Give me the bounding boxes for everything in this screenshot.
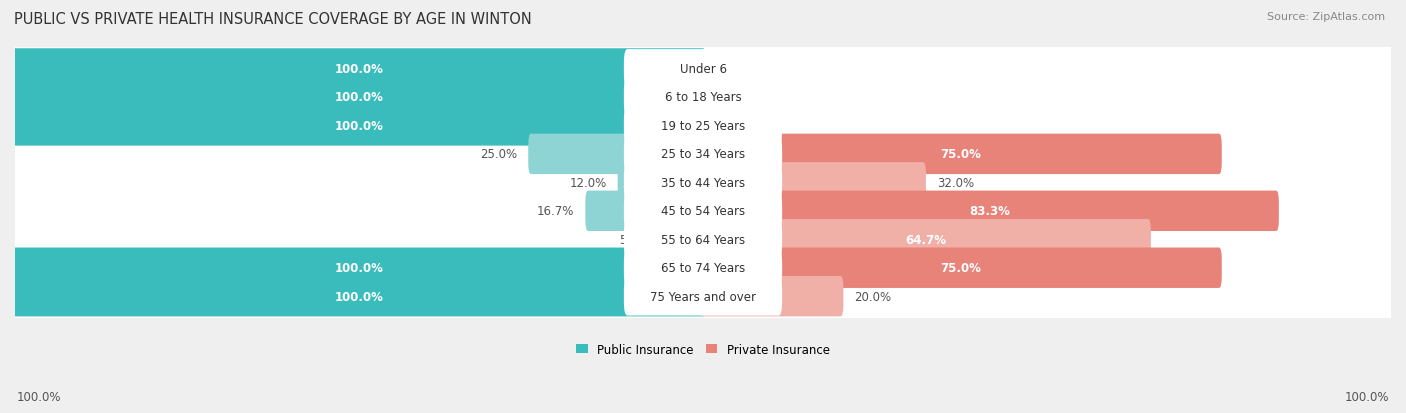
Text: 75.0%: 75.0%: [941, 148, 981, 161]
Text: 64.7%: 64.7%: [905, 233, 946, 246]
FancyBboxPatch shape: [11, 272, 1395, 321]
Text: 100.0%: 100.0%: [335, 63, 384, 76]
FancyBboxPatch shape: [659, 220, 706, 260]
Text: 25 to 34 Years: 25 to 34 Years: [661, 148, 745, 161]
FancyBboxPatch shape: [700, 191, 1279, 231]
Text: 0.0%: 0.0%: [717, 120, 747, 133]
Text: 100.0%: 100.0%: [335, 290, 384, 303]
FancyBboxPatch shape: [11, 158, 1395, 208]
FancyBboxPatch shape: [700, 220, 1152, 260]
FancyBboxPatch shape: [624, 135, 782, 174]
Legend: Public Insurance, Private Insurance: Public Insurance, Private Insurance: [571, 338, 835, 361]
FancyBboxPatch shape: [624, 221, 782, 259]
FancyBboxPatch shape: [13, 276, 706, 317]
FancyBboxPatch shape: [11, 243, 1395, 293]
FancyBboxPatch shape: [700, 163, 927, 203]
Text: 12.0%: 12.0%: [569, 176, 606, 190]
Text: 32.0%: 32.0%: [936, 176, 974, 190]
FancyBboxPatch shape: [624, 249, 782, 287]
FancyBboxPatch shape: [11, 187, 1395, 236]
Text: 20.0%: 20.0%: [855, 290, 891, 303]
FancyBboxPatch shape: [13, 49, 706, 90]
Text: 16.7%: 16.7%: [537, 205, 574, 218]
FancyBboxPatch shape: [700, 248, 1222, 288]
FancyBboxPatch shape: [624, 164, 782, 202]
Text: 65 to 74 Years: 65 to 74 Years: [661, 261, 745, 275]
Text: 100.0%: 100.0%: [1344, 390, 1389, 403]
FancyBboxPatch shape: [11, 215, 1395, 264]
FancyBboxPatch shape: [11, 130, 1395, 179]
Text: 55 to 64 Years: 55 to 64 Years: [661, 233, 745, 246]
FancyBboxPatch shape: [585, 191, 706, 231]
FancyBboxPatch shape: [11, 45, 1395, 94]
Text: Source: ZipAtlas.com: Source: ZipAtlas.com: [1267, 12, 1385, 22]
Text: 25.0%: 25.0%: [479, 148, 517, 161]
FancyBboxPatch shape: [13, 78, 706, 118]
FancyBboxPatch shape: [624, 78, 782, 117]
Text: 100.0%: 100.0%: [335, 91, 384, 104]
FancyBboxPatch shape: [624, 50, 782, 89]
Text: 75 Years and over: 75 Years and over: [650, 290, 756, 303]
Text: 83.3%: 83.3%: [969, 205, 1010, 218]
FancyBboxPatch shape: [624, 277, 782, 316]
FancyBboxPatch shape: [624, 192, 782, 230]
FancyBboxPatch shape: [700, 134, 1222, 175]
Text: 100.0%: 100.0%: [335, 120, 384, 133]
FancyBboxPatch shape: [700, 276, 844, 317]
Text: 5.9%: 5.9%: [619, 233, 648, 246]
Text: 0.0%: 0.0%: [717, 63, 747, 76]
FancyBboxPatch shape: [529, 134, 706, 175]
FancyBboxPatch shape: [617, 163, 706, 203]
Text: 19 to 25 Years: 19 to 25 Years: [661, 120, 745, 133]
FancyBboxPatch shape: [13, 248, 706, 288]
Text: 45 to 54 Years: 45 to 54 Years: [661, 205, 745, 218]
FancyBboxPatch shape: [11, 73, 1395, 122]
Text: 100.0%: 100.0%: [17, 390, 62, 403]
Text: PUBLIC VS PRIVATE HEALTH INSURANCE COVERAGE BY AGE IN WINTON: PUBLIC VS PRIVATE HEALTH INSURANCE COVER…: [14, 12, 531, 27]
FancyBboxPatch shape: [11, 101, 1395, 151]
FancyBboxPatch shape: [13, 106, 706, 146]
Text: Under 6: Under 6: [679, 63, 727, 76]
Text: 100.0%: 100.0%: [335, 261, 384, 275]
Text: 6 to 18 Years: 6 to 18 Years: [665, 91, 741, 104]
Text: 35 to 44 Years: 35 to 44 Years: [661, 176, 745, 190]
FancyBboxPatch shape: [624, 107, 782, 145]
Text: 0.0%: 0.0%: [717, 91, 747, 104]
Text: 75.0%: 75.0%: [941, 261, 981, 275]
